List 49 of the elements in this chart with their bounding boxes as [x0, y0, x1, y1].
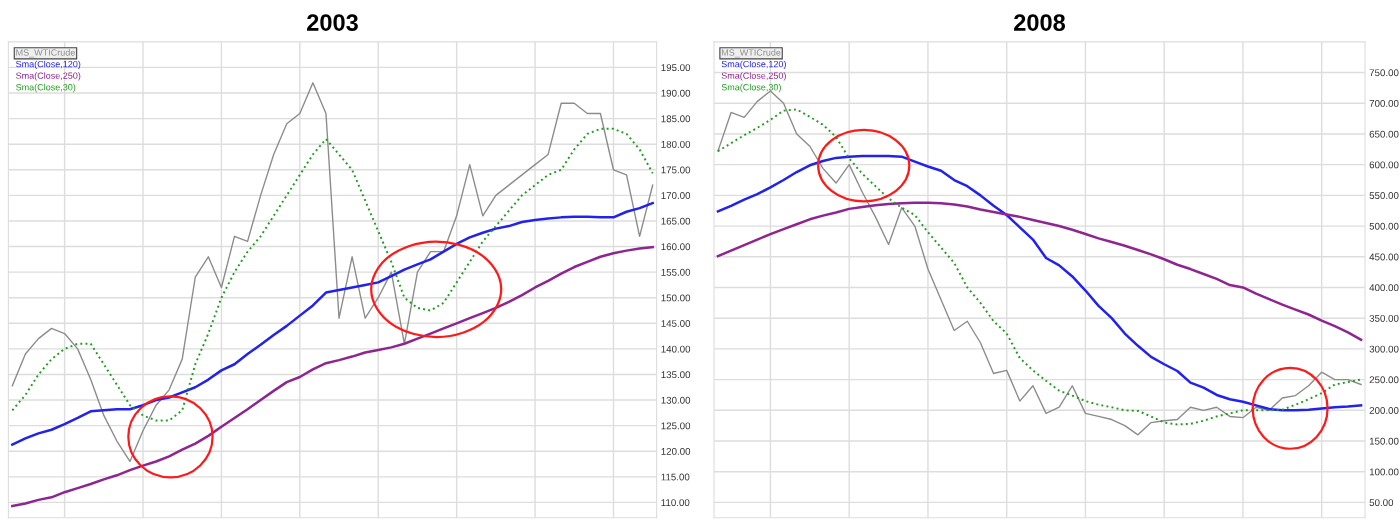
y-tick-label: 100.00	[1369, 468, 1399, 476]
y-tick-label: 195.00	[661, 64, 691, 72]
y-tick-label: 185.00	[661, 115, 691, 123]
text: Sma(Close,250)	[16, 72, 81, 81]
line-series	[11, 82, 654, 463]
line-series	[11, 201, 654, 446]
text: Sma(Close,30)	[16, 83, 76, 93]
y-tick-label: 175.00	[661, 166, 691, 174]
text: Sma(Close,30)	[721, 83, 781, 93]
y-tick-label: 350.00	[1369, 314, 1399, 322]
y-tick-label: 450.00	[1369, 253, 1399, 261]
chart-title: 2003	[307, 14, 358, 31]
y-tick-label: 300.00	[1369, 345, 1399, 353]
y-tick-label: 145.00	[661, 320, 691, 327]
y-tick-label: 200.00	[1369, 407, 1399, 414]
y-tick-label: 160.00	[661, 243, 691, 251]
y-tick-label: 180.00	[661, 140, 691, 148]
y-tick-label: 650.00	[1369, 130, 1399, 138]
y-tick-label: 165.00	[661, 217, 691, 225]
chart-title: 2008	[1014, 14, 1066, 31]
y-tick-label: 750.00	[1369, 69, 1399, 77]
y-tick-label: 130.00	[661, 396, 691, 404]
text: Sma(Close,250)	[721, 72, 786, 81]
text: Sma(Close,120)	[721, 60, 786, 70]
y-tick-label: 110.00	[661, 499, 690, 507]
text: Sma(Close,120)	[16, 60, 81, 70]
y-tick-label: 120.00	[661, 447, 691, 455]
text: MS_WTICrude	[721, 49, 781, 58]
line-series	[716, 154, 1363, 412]
y-tick-label: 700.00	[1369, 99, 1399, 107]
y-tick-label: 150.00	[1369, 437, 1399, 445]
y-tick-label: 50.00	[1369, 499, 1394, 507]
line-series	[11, 127, 654, 422]
y-tick-label: 600.00	[1369, 161, 1399, 169]
y-tick-label: 400.00	[1369, 284, 1399, 292]
y-tick-label: 550.00	[1369, 192, 1399, 199]
y-tick-label: 500.00	[1369, 222, 1399, 230]
y-tick-label: 115.00	[661, 473, 690, 481]
y-tick-label: 150.00	[661, 294, 691, 302]
y-tick-label: 140.00	[661, 345, 691, 353]
line-series	[11, 245, 654, 508]
line-series	[716, 201, 1363, 341]
y-tick-label: 135.00	[661, 371, 691, 379]
y-tick-label: 250.00	[1369, 376, 1399, 384]
y-tick-label: 190.00	[661, 89, 691, 97]
y-tick-label: 125.00	[661, 422, 691, 430]
y-tick-label: 155.00	[661, 268, 691, 276]
y-tick-label: 170.00	[661, 192, 691, 199]
text: MS_WTICrude	[16, 49, 75, 58]
